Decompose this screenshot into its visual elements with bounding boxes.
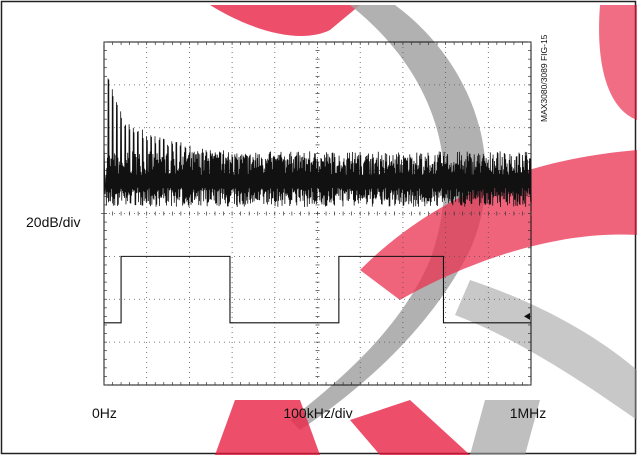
spectrum-trace bbox=[103, 78, 532, 208]
watermark-red-lower bbox=[215, 400, 320, 455]
trigger-marker-icon bbox=[524, 312, 530, 320]
watermark bbox=[210, 5, 637, 455]
figure-id-label: MAX3080/3089 FIG-15 bbox=[539, 34, 549, 122]
watermark-red-arc bbox=[210, 5, 360, 36]
x-end-label: 1MHz bbox=[510, 405, 547, 421]
watermark-red-lower-right bbox=[350, 400, 470, 455]
watermark-gray-swoosh bbox=[290, 5, 486, 430]
square-wave-trace bbox=[103, 255, 531, 324]
y-scale-label: 20dB/div bbox=[26, 214, 80, 230]
center-axis-ticks bbox=[101, 41, 532, 386]
watermark-red-wing bbox=[360, 150, 637, 300]
plot-area bbox=[101, 41, 532, 386]
x-start-label: 0Hz bbox=[92, 405, 117, 421]
x-scale-label: 100kHz/div bbox=[283, 405, 352, 421]
watermark-gray-lower bbox=[470, 400, 540, 455]
watermark-red-diagonal bbox=[599, 5, 637, 120]
watermark-gray-band bbox=[455, 280, 637, 420]
